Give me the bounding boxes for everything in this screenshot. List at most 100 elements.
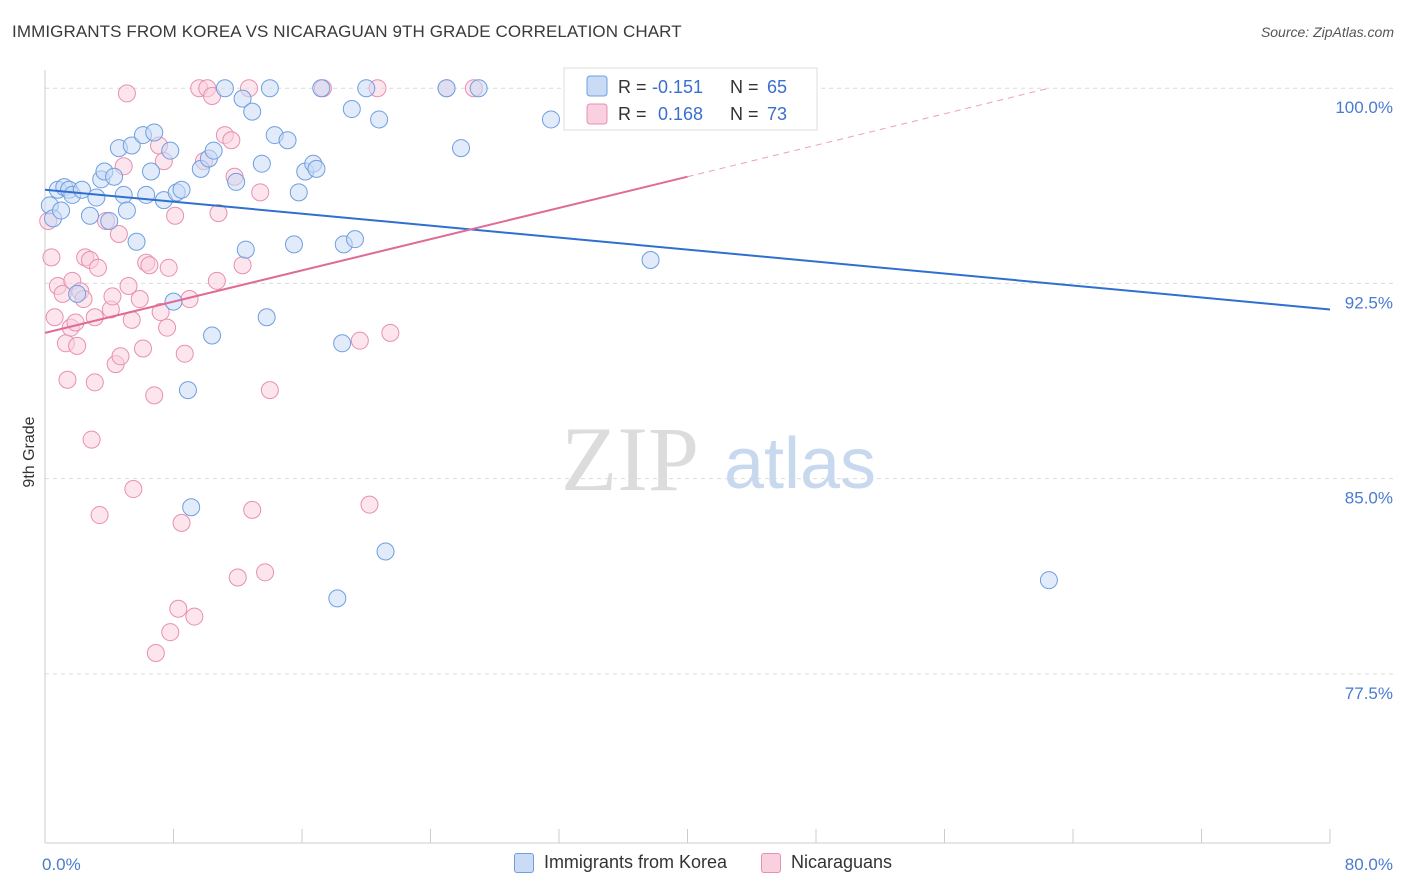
korea-point-61[interactable] [469,79,488,98]
korea-point-3[interactable] [52,201,71,220]
korea-point-62[interactable] [541,110,560,129]
legend-item-nicaraguans[interactable]: Nicaraguans [761,852,892,873]
nicaraguans-point-28[interactable] [119,277,138,296]
korea-point-42[interactable] [260,79,279,98]
korea-point-49[interactable] [307,159,326,178]
nicaraguans-point-27[interactable] [117,84,136,103]
nicaraguans-point-34[interactable] [140,256,159,275]
korea-point-33[interactable] [204,141,223,160]
nicaraguans-point-35[interactable] [145,386,164,405]
nicaraguans-point-69[interactable] [381,323,400,342]
korea-point-36[interactable] [227,172,246,191]
korea-point-58[interactable] [376,542,395,561]
nicaraguans-point-63[interactable] [256,563,275,582]
nicaraguans-point-67[interactable] [360,495,379,514]
korea-point-44[interactable] [278,131,297,150]
nicaraguans-point-18[interactable] [89,258,108,277]
nicaraguans-point-45[interactable] [172,513,191,532]
legend-item-korea[interactable]: Immigrants from Korea [513,852,727,873]
nicaraguans-point-54[interactable] [209,204,228,223]
grid-lines [45,87,1395,675]
nicaraguans-point-32[interactable] [133,339,152,358]
nicaraguans-point-59[interactable] [233,256,252,275]
nicaraguans-point-6[interactable] [58,370,77,389]
nicaraguans-point-1[interactable] [42,248,61,267]
nicaraguans-point-58[interactable] [228,568,247,587]
korea-point-51[interactable] [328,589,347,608]
series-legend: Immigrants from Korea Nicaraguans [0,852,1406,873]
korea-point-25[interactable] [161,141,180,160]
korea-point-9[interactable] [80,206,99,225]
korea-point-63[interactable] [641,250,660,269]
nicaraguans-point-17[interactable] [85,373,104,392]
korea-point-56[interactable] [357,79,376,98]
nicaraguans-point-40[interactable] [158,318,177,337]
korea-point-46[interactable] [289,183,308,202]
nicaraguans-point-41[interactable] [159,258,178,277]
korea-point-50[interactable] [312,79,331,98]
legend-marker-nicaraguans [761,852,781,873]
korea-point-64[interactable] [1039,571,1058,590]
korea-point-14[interactable] [105,167,124,186]
nicaraguans-point-61[interactable] [243,500,262,519]
nicaraguans-point-10[interactable] [68,336,87,355]
nicaraguans-point-30[interactable] [124,480,143,499]
korea-point-28[interactable] [172,180,191,199]
nicaraguans-point-15[interactable] [82,430,101,449]
korea-point-13[interactable] [100,211,119,230]
nicaraguans-point-38[interactable] [151,303,170,322]
nicaraguans-point-48[interactable] [185,607,204,626]
legend-swatch-nicaraguans [586,103,608,125]
nicaraguans-point-64[interactable] [260,381,279,400]
nicaraguans-point-36[interactable] [146,644,165,663]
nicaraguans-point-43[interactable] [166,206,185,225]
nicaraguans-point-53[interactable] [207,271,226,290]
korea-point-23[interactable] [145,123,164,142]
korea-point-57[interactable] [370,110,389,129]
korea-point-59[interactable] [437,79,456,98]
korea-point-10[interactable] [87,188,106,207]
korea-point-54[interactable] [346,230,365,249]
y-tick-label-0: 100.0% [1335,98,1393,117]
legend-r-label-korea: R = [618,77,647,97]
nicaraguans-point-62[interactable] [251,183,270,202]
y-tick-label-1: 92.5% [1345,293,1393,312]
korea-point-52[interactable] [333,334,352,353]
korea-point-37[interactable] [233,89,252,108]
korea-point-34[interactable] [203,326,222,345]
korea-point-30[interactable] [182,498,201,517]
nicaraguans-point-22[interactable] [103,287,122,306]
korea-point-29[interactable] [178,381,197,400]
korea-point-40[interactable] [252,154,271,173]
nicaraguans-point-24[interactable] [109,224,128,243]
korea-point-17[interactable] [117,201,136,220]
korea-point-39[interactable] [243,102,262,121]
korea-point-38[interactable] [236,240,255,259]
nicaraguans-point-56[interactable] [222,131,241,150]
nicaraguans-point-2[interactable] [45,308,64,327]
korea-point-18[interactable] [122,136,141,155]
watermark-atlas: atlas [724,424,876,504]
nicaraguans-point-31[interactable] [130,290,149,309]
nicaraguans-point-46[interactable] [175,344,194,363]
korea-point-43[interactable] [257,308,276,327]
nicaraguans-point-44[interactable] [169,599,188,618]
nicaraguans-point-25[interactable] [111,347,130,366]
legend-label-nicaraguans: Nicaraguans [791,852,893,872]
korea-point-21[interactable] [137,185,156,204]
korea-point-19[interactable] [127,232,146,251]
legend-swatch-korea [586,75,608,97]
nicaraguans-point-66[interactable] [350,331,369,350]
korea-point-22[interactable] [142,162,161,181]
legend-r-value-nicaraguans: 0.168 [658,104,703,124]
nicaraguans-point-19[interactable] [90,506,109,525]
korea-point-45[interactable] [284,235,303,254]
nicaraguans-point-9[interactable] [66,313,85,332]
korea-point-35[interactable] [215,79,234,98]
korea-point-16[interactable] [114,185,133,204]
nicaraguans-point-42[interactable] [161,623,180,642]
korea-point-60[interactable] [452,139,471,158]
korea-point-55[interactable] [342,100,361,119]
korea-point-7[interactable] [68,284,87,303]
